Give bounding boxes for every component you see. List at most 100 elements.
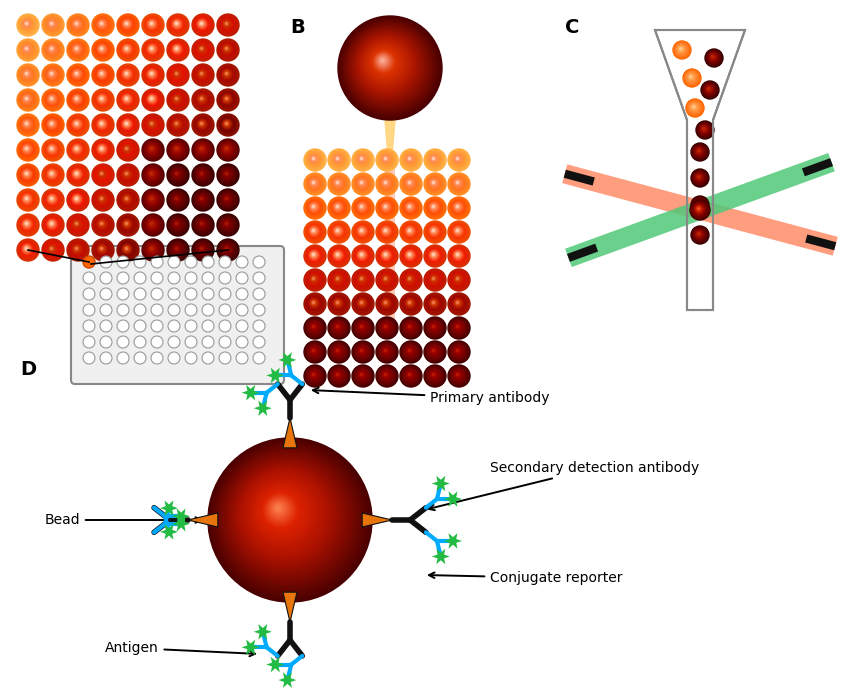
Circle shape (195, 167, 211, 182)
Circle shape (400, 198, 421, 218)
Circle shape (43, 15, 62, 34)
Circle shape (119, 41, 136, 58)
Circle shape (429, 154, 439, 164)
Circle shape (42, 189, 63, 210)
Circle shape (427, 200, 442, 216)
Circle shape (219, 242, 235, 257)
Circle shape (222, 193, 233, 205)
Circle shape (196, 17, 209, 32)
Circle shape (378, 200, 394, 216)
Circle shape (201, 247, 202, 249)
Circle shape (71, 118, 83, 131)
Circle shape (20, 142, 36, 158)
Circle shape (400, 221, 422, 243)
Circle shape (450, 151, 468, 169)
Circle shape (675, 43, 689, 57)
Circle shape (701, 81, 719, 99)
Circle shape (150, 97, 152, 100)
Circle shape (382, 274, 391, 284)
Circle shape (357, 249, 368, 261)
Circle shape (311, 300, 317, 306)
Circle shape (48, 169, 57, 179)
Circle shape (360, 373, 363, 376)
Circle shape (306, 199, 323, 216)
Circle shape (694, 145, 705, 158)
Circle shape (18, 65, 38, 85)
Circle shape (42, 39, 64, 61)
Circle shape (337, 302, 338, 303)
Circle shape (197, 219, 207, 229)
Circle shape (173, 44, 182, 54)
Circle shape (148, 45, 156, 53)
Circle shape (225, 72, 228, 75)
Circle shape (69, 66, 87, 84)
Circle shape (95, 17, 110, 32)
Circle shape (451, 344, 466, 359)
Circle shape (405, 346, 416, 357)
Circle shape (692, 197, 708, 213)
Circle shape (151, 336, 163, 348)
Circle shape (142, 214, 164, 236)
Circle shape (330, 271, 348, 288)
Circle shape (308, 321, 321, 334)
Circle shape (196, 93, 208, 106)
Circle shape (307, 343, 322, 359)
Circle shape (357, 346, 366, 356)
Circle shape (21, 119, 32, 130)
Circle shape (695, 206, 702, 212)
Polygon shape (160, 500, 178, 516)
Circle shape (144, 190, 162, 209)
Circle shape (372, 50, 396, 74)
Circle shape (150, 48, 152, 49)
Circle shape (403, 224, 418, 239)
Circle shape (48, 196, 55, 202)
Circle shape (345, 23, 432, 110)
Circle shape (46, 243, 59, 256)
Circle shape (310, 299, 318, 307)
Circle shape (224, 246, 230, 252)
Circle shape (329, 246, 349, 266)
Circle shape (402, 175, 419, 192)
Circle shape (694, 146, 705, 157)
Circle shape (352, 341, 374, 363)
Circle shape (337, 350, 338, 351)
Circle shape (167, 164, 188, 185)
Circle shape (170, 191, 185, 207)
Circle shape (329, 318, 349, 338)
Circle shape (376, 149, 398, 171)
Circle shape (71, 168, 83, 180)
Circle shape (253, 272, 265, 284)
Circle shape (404, 273, 416, 285)
Circle shape (226, 97, 227, 100)
Circle shape (404, 177, 416, 189)
Circle shape (168, 165, 187, 184)
Circle shape (142, 139, 164, 161)
Circle shape (385, 158, 386, 159)
Circle shape (309, 274, 319, 284)
Circle shape (403, 368, 418, 384)
Circle shape (168, 66, 187, 84)
Circle shape (219, 41, 236, 58)
Circle shape (699, 124, 710, 135)
Circle shape (382, 179, 390, 187)
Circle shape (126, 73, 128, 74)
Circle shape (93, 115, 113, 135)
Circle shape (454, 299, 462, 307)
Circle shape (354, 368, 371, 384)
Circle shape (334, 347, 342, 355)
Circle shape (124, 171, 130, 177)
Circle shape (352, 317, 374, 339)
Circle shape (98, 120, 106, 128)
Circle shape (218, 66, 237, 84)
Circle shape (47, 44, 58, 55)
Circle shape (143, 39, 163, 60)
Circle shape (424, 173, 446, 195)
Circle shape (198, 120, 206, 128)
Circle shape (677, 46, 685, 53)
Circle shape (117, 115, 138, 135)
Circle shape (425, 366, 445, 385)
Circle shape (20, 42, 35, 57)
Polygon shape (254, 400, 272, 416)
Circle shape (149, 95, 155, 102)
Circle shape (425, 198, 445, 218)
